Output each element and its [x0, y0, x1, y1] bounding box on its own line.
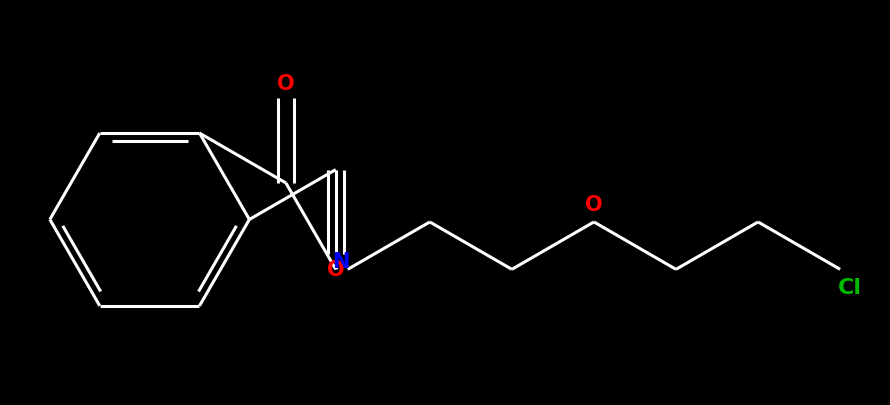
Text: Cl: Cl — [838, 277, 862, 298]
Text: O: O — [327, 260, 344, 279]
Text: O: O — [585, 194, 603, 215]
Text: O: O — [277, 74, 295, 94]
Text: N: N — [332, 252, 350, 272]
